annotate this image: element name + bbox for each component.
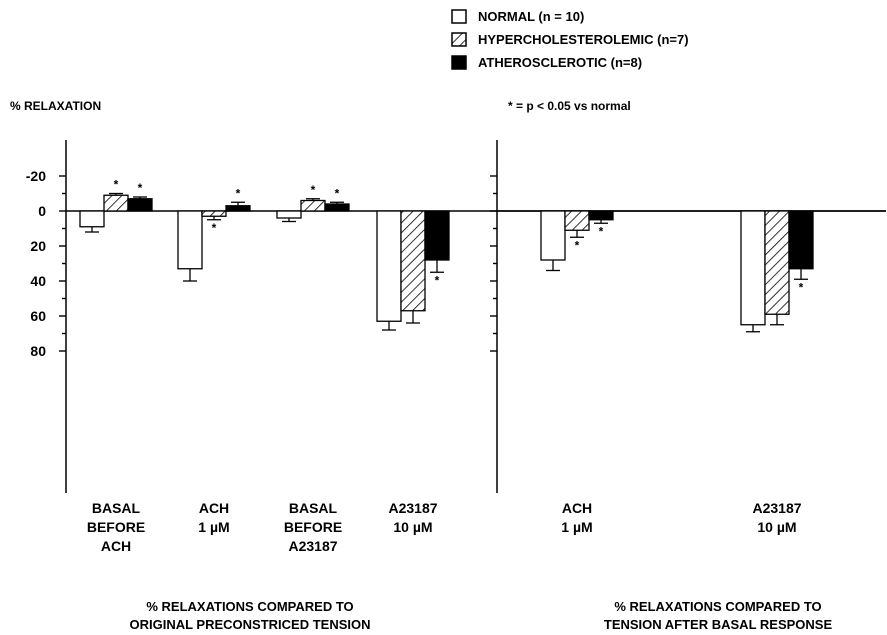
- category-label: ACH: [562, 500, 592, 516]
- significance-marker: *: [212, 221, 217, 235]
- bar-normal: [79, 210, 105, 228]
- y-tick-label: 20: [30, 238, 46, 254]
- bar-atherosclerotic: [324, 203, 350, 212]
- bar-normal: [740, 210, 766, 326]
- bar-hypercholesterolemic: [201, 210, 227, 217]
- category-label: ACH: [199, 500, 229, 516]
- significance-marker: *: [138, 181, 143, 195]
- chart-title: % RELAXATIONS COMPARED TO: [146, 599, 353, 614]
- category-label: 1 µM: [198, 519, 229, 535]
- category-label: 10 µM: [757, 519, 796, 535]
- legend-swatch-atherosclerotic: [451, 55, 467, 70]
- legend-label-normal: NORMAL (n = 10): [478, 9, 584, 24]
- category-label: ACH: [101, 538, 131, 554]
- category-label: BASAL: [289, 500, 338, 516]
- category-label: BASAL: [92, 500, 141, 516]
- legend-swatch-hypercholesterolemic: [451, 32, 467, 47]
- category-label: BEFORE: [284, 519, 342, 535]
- legend-swatch-normal: [451, 9, 467, 24]
- category-label: BEFORE: [87, 519, 145, 535]
- y-tick-label: 40: [30, 273, 46, 289]
- significance-marker: *: [114, 178, 119, 192]
- bar-hypercholesterolemic: [564, 210, 590, 231]
- significance-note: * = p < 0.05 vs normal: [508, 99, 631, 113]
- category-label: 10 µM: [393, 519, 432, 535]
- bar-normal: [376, 210, 402, 322]
- bar-normal: [540, 210, 566, 261]
- bar-hypercholesterolemic: [400, 210, 426, 312]
- category-label: 1 µM: [561, 519, 592, 535]
- significance-marker: *: [799, 280, 804, 294]
- chart-title: TENSION AFTER BASAL RESPONSE: [604, 617, 833, 632]
- legend-label-hypercholesterolemic: HYPERCHOLESTEROLEMIC (n=7): [478, 32, 689, 47]
- bar-hypercholesterolemic: [103, 194, 129, 212]
- significance-marker: *: [311, 183, 316, 197]
- legend: NORMAL (n = 10) HYPERCHOLESTEROLEMIC (n=…: [451, 9, 689, 70]
- y-tick-label: 80: [30, 343, 46, 359]
- y-tick-label: 0: [38, 203, 46, 219]
- bar-hypercholesterolemic: [300, 199, 326, 212]
- significance-marker: *: [335, 186, 340, 200]
- category-label: A23187: [388, 500, 437, 516]
- bar-atherosclerotic: [588, 210, 614, 221]
- category-label: A23187: [752, 500, 801, 516]
- chart-panel-1: -20 0 20 40 60 80 * * BASAL BEFORE ACH * * ACH 1 µM * * B…: [26, 140, 886, 632]
- chart-panel-2: * * ACH 1 µM * A23187 10 µM % RELAXATIONS COMPA…: [490, 140, 886, 632]
- bar-atherosclerotic: [788, 210, 814, 270]
- bar-hypercholesterolemic: [764, 210, 790, 315]
- y-tick-label: 60: [30, 308, 46, 324]
- chart-title: ORIGINAL PRECONSTRICED TENSION: [129, 617, 370, 632]
- y-tick-label: -20: [26, 168, 46, 184]
- significance-marker: *: [575, 238, 580, 252]
- significance-marker: *: [435, 273, 440, 287]
- bar-atherosclerotic: [127, 198, 153, 212]
- significance-marker: *: [599, 224, 604, 238]
- bar-normal: [276, 210, 302, 219]
- bar-atherosclerotic: [424, 210, 450, 261]
- chart-title: % RELAXATIONS COMPARED TO: [614, 599, 821, 614]
- significance-marker: *: [236, 186, 241, 200]
- bar-atherosclerotic: [225, 205, 251, 212]
- legend-label-atherosclerotic: ATHEROSCLEROTIC (n=8): [478, 55, 642, 70]
- y-axis-title: % RELAXATION: [10, 99, 101, 113]
- category-label: A23187: [288, 538, 337, 554]
- bar-normal: [177, 210, 203, 270]
